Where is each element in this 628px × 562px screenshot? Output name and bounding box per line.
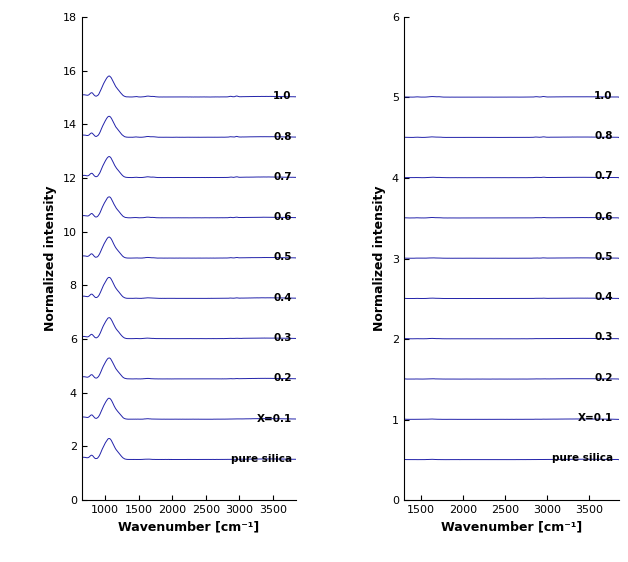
- X-axis label: Wavenumber [cm⁻¹]: Wavenumber [cm⁻¹]: [119, 520, 259, 533]
- Text: 0.6: 0.6: [273, 212, 292, 222]
- Text: 0.8: 0.8: [273, 132, 292, 142]
- X-axis label: Wavenumber [cm⁻¹]: Wavenumber [cm⁻¹]: [441, 520, 582, 533]
- Text: 0.2: 0.2: [273, 373, 292, 383]
- Text: 1.0: 1.0: [594, 91, 613, 101]
- Text: 0.5: 0.5: [273, 252, 292, 262]
- Text: 0.7: 0.7: [594, 171, 613, 182]
- Text: pure silica: pure silica: [230, 454, 292, 464]
- Text: 0.4: 0.4: [594, 292, 613, 302]
- Text: 0.2: 0.2: [594, 373, 613, 383]
- Text: 1.0: 1.0: [273, 92, 292, 101]
- Text: 0.3: 0.3: [594, 333, 613, 342]
- Text: 0.3: 0.3: [273, 333, 292, 343]
- Y-axis label: Normalized intensity: Normalized intensity: [44, 186, 57, 331]
- Y-axis label: Normalized intensity: Normalized intensity: [373, 186, 386, 331]
- Text: 0.4: 0.4: [273, 293, 292, 303]
- Text: pure silica: pure silica: [551, 454, 613, 463]
- Text: 0.8: 0.8: [594, 131, 613, 141]
- Text: 0.5: 0.5: [594, 252, 613, 262]
- Text: 0.7: 0.7: [273, 172, 292, 182]
- Text: X=0.1: X=0.1: [577, 413, 613, 423]
- Text: 0.6: 0.6: [594, 212, 613, 221]
- Text: X=0.1: X=0.1: [256, 414, 292, 424]
